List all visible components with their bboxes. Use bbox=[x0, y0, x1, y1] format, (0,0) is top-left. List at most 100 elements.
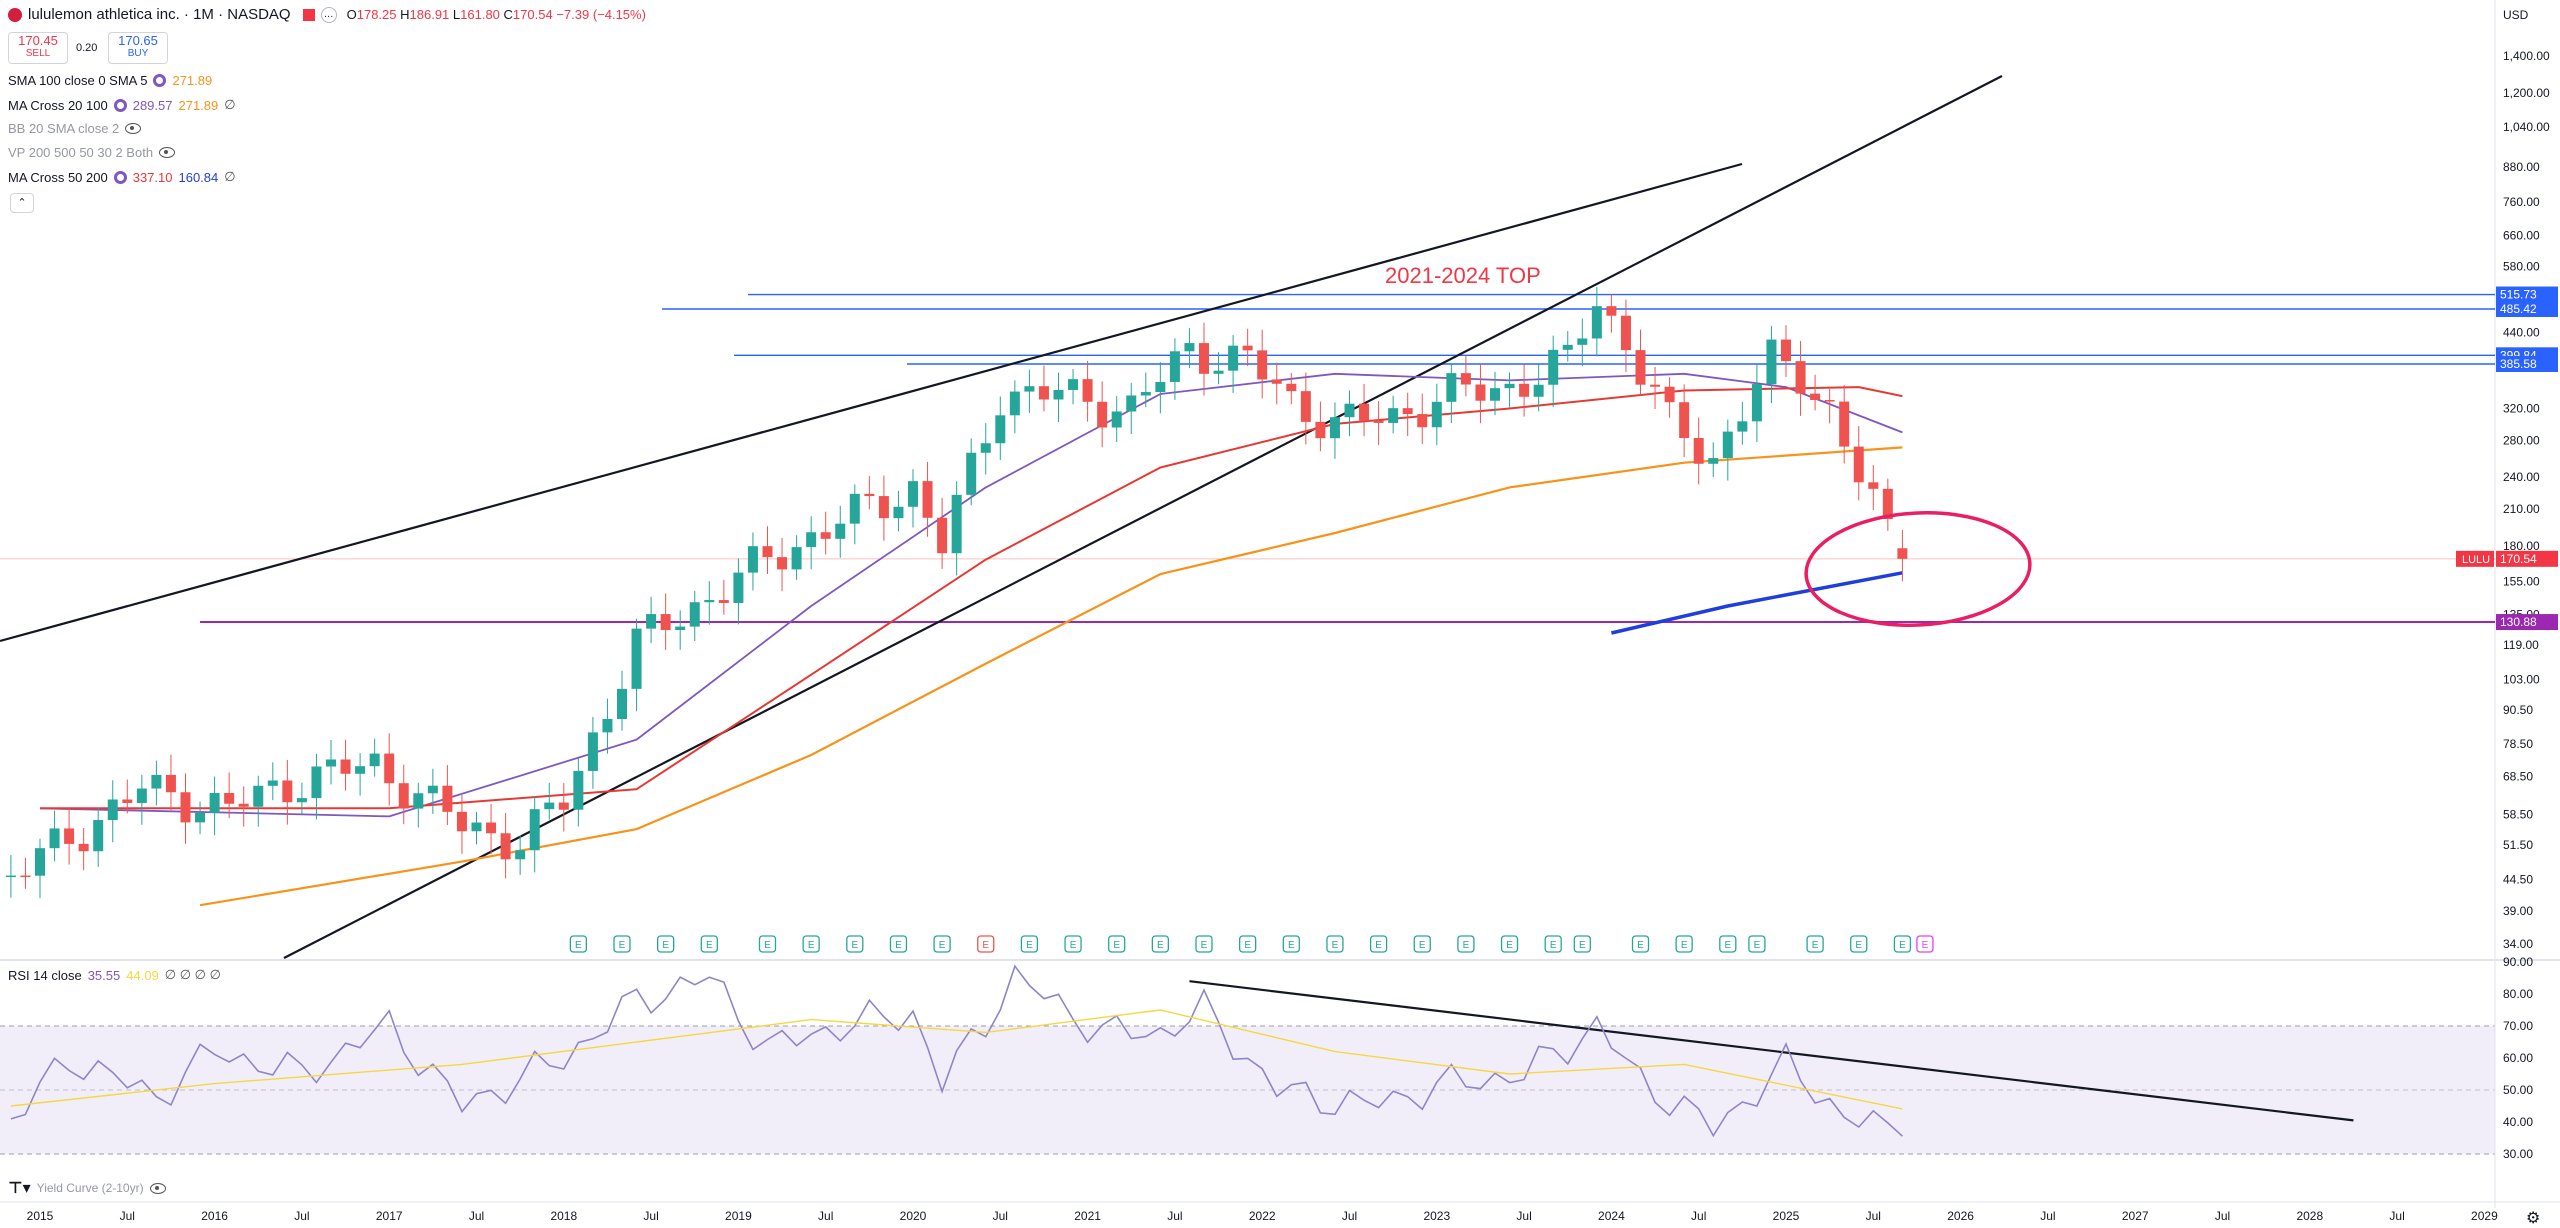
candle[interactable] bbox=[1824, 388, 1835, 424]
candle[interactable] bbox=[224, 772, 235, 819]
candle[interactable] bbox=[238, 786, 249, 827]
flag-icon[interactable] bbox=[302, 8, 315, 21]
earnings-marker-icon[interactable]: E bbox=[1748, 935, 1766, 953]
candle[interactable] bbox=[1009, 380, 1020, 434]
earnings-marker-icon[interactable]: E bbox=[1108, 935, 1126, 953]
earnings-marker-icon[interactable]: E bbox=[1893, 935, 1912, 953]
candle[interactable] bbox=[1257, 329, 1268, 399]
candle[interactable] bbox=[486, 803, 497, 854]
earnings-marker-icon[interactable]: E bbox=[1500, 935, 1519, 953]
candle[interactable] bbox=[878, 475, 889, 541]
candle[interactable] bbox=[762, 526, 773, 574]
moving-average-line[interactable] bbox=[1611, 571, 1903, 635]
indicator-row[interactable]: BB 20 SMA close 2 bbox=[8, 121, 142, 136]
indicator-settings-icon[interactable] bbox=[113, 170, 127, 184]
candle[interactable] bbox=[398, 764, 409, 825]
candle[interactable] bbox=[20, 857, 31, 889]
candle[interactable] bbox=[1664, 377, 1675, 418]
earnings-marker-icon[interactable]: E bbox=[889, 935, 908, 953]
candle[interactable] bbox=[718, 579, 729, 615]
candle[interactable] bbox=[1228, 335, 1239, 393]
rsi-trend-line[interactable] bbox=[1189, 980, 2354, 1122]
price-tag[interactable]: 485.42 bbox=[2496, 300, 2558, 317]
earnings-marker-icon[interactable]: E bbox=[758, 935, 777, 953]
indicator-row[interactable]: VP 200 500 50 30 2 Both bbox=[8, 145, 176, 160]
candle[interactable] bbox=[733, 558, 744, 625]
candle[interactable] bbox=[1591, 287, 1602, 357]
visibility-eye-icon[interactable] bbox=[149, 1182, 166, 1194]
candle[interactable] bbox=[1373, 401, 1384, 446]
candle[interactable] bbox=[1286, 373, 1297, 405]
more-icon[interactable]: … bbox=[320, 6, 337, 23]
earnings-marker-icon[interactable]: E bbox=[933, 935, 951, 953]
earnings-marker-icon[interactable]: E bbox=[1675, 935, 1693, 953]
candle[interactable] bbox=[296, 782, 307, 814]
earnings-marker-icon[interactable]: E bbox=[1151, 935, 1169, 953]
candle[interactable] bbox=[1111, 396, 1122, 442]
candle[interactable] bbox=[195, 801, 206, 835]
candle[interactable] bbox=[1213, 352, 1224, 385]
candle[interactable] bbox=[1679, 384, 1690, 457]
candle[interactable] bbox=[704, 581, 715, 625]
candle[interactable] bbox=[806, 516, 817, 570]
moving-average-line[interactable] bbox=[199, 446, 1903, 907]
candle[interactable] bbox=[1388, 395, 1399, 434]
earnings-marker-icon[interactable]: E bbox=[1326, 935, 1344, 953]
candle[interactable] bbox=[1460, 355, 1471, 397]
rsi-ma-line[interactable] bbox=[10, 1009, 1903, 1110]
indicator-row[interactable]: SMA 100 close 0 SMA 5 271.89 bbox=[8, 73, 212, 88]
candle[interactable] bbox=[1140, 372, 1151, 408]
candle[interactable] bbox=[355, 753, 366, 796]
candle[interactable] bbox=[1475, 363, 1486, 424]
symbol-title[interactable]: lululemon athletica inc. · 1M · NASDAQ bbox=[28, 6, 291, 23]
candle[interactable] bbox=[427, 768, 438, 814]
candle[interactable] bbox=[384, 733, 395, 806]
candle[interactable] bbox=[980, 423, 991, 475]
earnings-marker-icon[interactable]: E bbox=[1631, 935, 1650, 953]
candle[interactable] bbox=[1781, 325, 1791, 377]
candle[interactable] bbox=[209, 776, 220, 836]
earnings-marker-icon[interactable]: E bbox=[1719, 935, 1737, 953]
candle[interactable] bbox=[1693, 417, 1704, 485]
candle[interactable] bbox=[1853, 426, 1864, 501]
earnings-marker-icon[interactable]: E bbox=[613, 935, 631, 953]
candle[interactable] bbox=[1839, 385, 1850, 464]
candle[interactable] bbox=[1068, 369, 1079, 405]
candle[interactable] bbox=[78, 828, 89, 871]
candle[interactable] bbox=[500, 812, 511, 879]
candle[interactable] bbox=[1708, 442, 1719, 477]
split-marker-icon[interactable]: E bbox=[1916, 935, 1934, 953]
earnings-marker-icon[interactable]: E bbox=[1544, 935, 1562, 953]
collapse-legend-button[interactable]: ⌃ bbox=[10, 193, 34, 213]
candle[interactable] bbox=[456, 794, 467, 854]
candle[interactable] bbox=[617, 670, 627, 731]
candle[interactable] bbox=[151, 760, 162, 806]
candle[interactable] bbox=[966, 438, 977, 506]
candle[interactable] bbox=[1810, 374, 1821, 411]
candle[interactable] bbox=[558, 783, 569, 832]
candle[interactable] bbox=[442, 765, 453, 825]
candle[interactable] bbox=[1402, 392, 1413, 436]
candle[interactable] bbox=[529, 796, 540, 873]
indicator-settings-icon[interactable] bbox=[153, 74, 167, 87]
candle[interactable] bbox=[35, 838, 45, 899]
annotation-top-label[interactable]: 2021-2024 TOP bbox=[1385, 263, 1541, 288]
candle[interactable] bbox=[1751, 364, 1762, 443]
candle[interactable] bbox=[1199, 322, 1209, 396]
highlight-circle[interactable] bbox=[1803, 507, 2033, 631]
candle[interactable] bbox=[631, 618, 642, 712]
rsi-legend[interactable]: RSI 14 close 35.55 44.09 ∅ ∅ ∅ ∅ bbox=[8, 967, 221, 983]
indicator-row[interactable]: MA Cross 20 100 289.57 271.89 ∅ bbox=[8, 97, 236, 113]
candle[interactable] bbox=[49, 810, 60, 862]
earnings-marker-icon[interactable]: E bbox=[657, 935, 675, 953]
candle[interactable] bbox=[660, 593, 671, 650]
candle[interactable] bbox=[1737, 402, 1748, 445]
earnings-marker-icon[interactable]: E bbox=[569, 935, 587, 953]
candle[interactable] bbox=[1766, 325, 1777, 403]
candle[interactable] bbox=[1329, 402, 1340, 459]
earnings-marker-icon[interactable]: E bbox=[1413, 935, 1431, 953]
candle[interactable] bbox=[471, 811, 482, 845]
candle[interactable] bbox=[995, 396, 1006, 461]
candle[interactable] bbox=[1722, 419, 1733, 481]
candle[interactable] bbox=[587, 716, 598, 789]
